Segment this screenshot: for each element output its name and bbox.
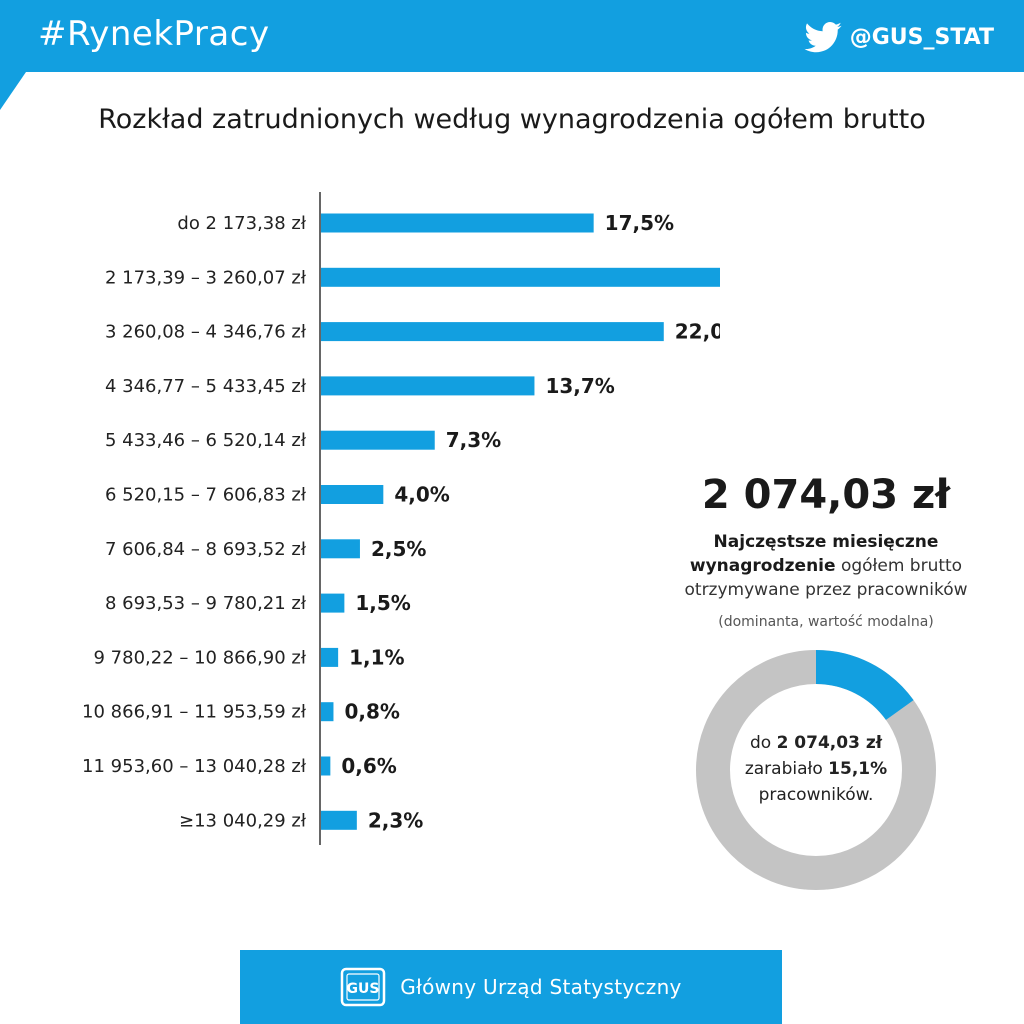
- category-label: 9 780,22 – 10 866,90 zł: [94, 647, 307, 668]
- value-label: 2,3%: [368, 808, 423, 832]
- bar: [321, 322, 664, 342]
- donut-line1-amount: 2 074,03 zł: [776, 733, 883, 753]
- value-label: 17,5%: [605, 211, 674, 235]
- bar-chart: do 2 173,38 zł 17,5% 2 173,39 – 3 260,07 z…: [82, 192, 720, 845]
- value-label: 1,5%: [355, 591, 410, 615]
- category-label: 10 866,91 – 11 953,59 zł: [82, 702, 307, 723]
- bar: [321, 702, 334, 722]
- modal-wage-description: Najczęstsze miesięczne wynagrodzenie ogó…: [668, 530, 984, 602]
- value-label: 0,8%: [344, 700, 399, 724]
- modal-note: (dominanta, wartość modalna): [718, 614, 934, 630]
- modal-wage-callout: 2 074,03 zł Najczęstsze miesięczne wynag…: [668, 470, 984, 630]
- footer-bar: GUS Główny Urząd Statystyczny: [240, 950, 782, 1024]
- bar: [321, 376, 535, 396]
- top-bar-tail: [0, 72, 26, 110]
- bar: [321, 810, 357, 830]
- twitter-bird-icon: [804, 21, 842, 52]
- value-label: 0,6%: [341, 754, 396, 778]
- bar: [321, 430, 435, 450]
- bar: [321, 485, 384, 504]
- value-label: 2,5%: [371, 537, 426, 561]
- category-label: 5 433,46 – 6 520,14 zł: [105, 430, 307, 451]
- value-label: 13,7%: [545, 374, 614, 398]
- twitter-handle-group[interactable]: @GUS_STAT: [804, 20, 994, 54]
- bar: [321, 213, 594, 233]
- category-label: 4 346,77 – 5 433,45 zł: [105, 376, 307, 397]
- category-label: ≥13 040,29 zł: [179, 810, 307, 831]
- gus-logo-icon[interactable]: GUS: [340, 967, 386, 1007]
- twitter-handle: @GUS_STAT: [849, 24, 994, 50]
- donut-line1-prefix: do: [749, 733, 772, 753]
- gus-logo-text: GUS: [347, 981, 380, 997]
- bar: [321, 593, 345, 613]
- category-label: 11 953,60 – 13 040,28 zł: [82, 756, 307, 777]
- category-label: do 2 173,38 zł: [177, 213, 306, 234]
- chart-title: Rozkład zatrudnionych według wynagrodzen…: [98, 104, 926, 135]
- donut-line2-prefix: zarabiało: [744, 759, 823, 779]
- bar: [321, 539, 360, 559]
- category-label: 2 173,39 – 3 260,07 zł: [105, 267, 307, 288]
- hashtag-title: #RynekPracy: [38, 14, 270, 54]
- donut-line2-value: 15,1%: [828, 759, 888, 779]
- bar: [321, 647, 339, 667]
- value-label: 4,0%: [394, 483, 449, 507]
- donut-line3: pracowników.: [758, 785, 874, 805]
- donut-chart: do 2 074,03 zł zarabiało 15,1% pracownik…: [694, 648, 938, 892]
- donut-svg: [696, 650, 936, 890]
- desc-bold-2: wynagrodzenie: [689, 556, 836, 576]
- desc-rest-1: ogółem brutto: [840, 556, 963, 576]
- bar: [321, 267, 720, 287]
- category-label: 6 520,15 – 7 606,83 zł: [105, 485, 307, 506]
- value-label: 22,0%: [675, 320, 720, 344]
- top-bar: #RynekPracy @GUS_STAT: [0, 0, 1024, 72]
- value-label: 7,3%: [446, 428, 501, 452]
- category-label: 3 260,08 – 4 346,76 zł: [105, 322, 307, 343]
- modal-wage-amount: 2 074,03 zł: [701, 472, 951, 518]
- institution-name: Główny Urząd Statystyczny: [400, 975, 682, 999]
- donut-center-text: do 2 074,03 zł zarabiało 15,1% pracownik…: [694, 730, 938, 808]
- value-label: 1,1%: [349, 645, 404, 669]
- category-label: 8 693,53 – 9 780,21 zł: [105, 593, 307, 614]
- bar: [321, 756, 331, 776]
- desc-rest-2: otrzymywane przez pracowników: [684, 580, 968, 600]
- donut-share-arc: [696, 650, 936, 890]
- desc-bold-1: Najczęstsze miesięczne: [713, 532, 939, 552]
- category-label: 7 606,84 – 8 693,52 zł: [105, 539, 307, 560]
